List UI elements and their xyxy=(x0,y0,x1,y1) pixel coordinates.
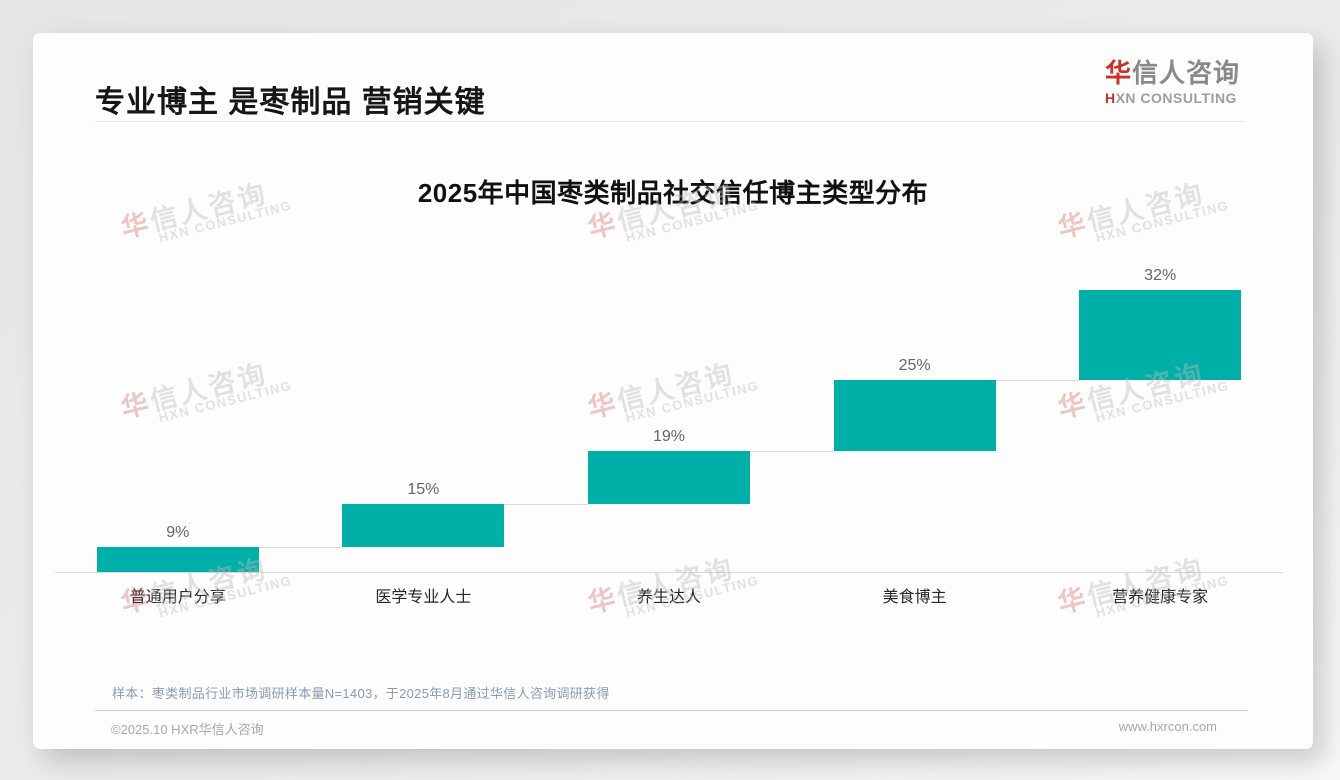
chart-bar-3 xyxy=(587,450,751,505)
step-connector xyxy=(750,450,834,452)
step-connector xyxy=(504,504,588,506)
category-label: 养生达人 xyxy=(636,589,702,606)
bar-value-label: 9% xyxy=(166,523,190,541)
chart-plot: 9% 15% 19% 25% 32% xyxy=(55,267,1283,573)
chart-bar-4 xyxy=(833,380,996,451)
copyright-text: ©2025.10 HXR华信人咨询 xyxy=(111,722,264,737)
footer-divider xyxy=(95,710,1248,711)
category-axis: 普通用户分享 医学专业人士 养生达人 美食博主 营养健康专家 xyxy=(55,583,1283,607)
brand-logo: 华信人咨询 HXN CONSULTING xyxy=(1105,57,1240,107)
step-connector xyxy=(995,380,1080,382)
bar-value-label: 25% xyxy=(898,357,931,375)
bar-value-label: 32% xyxy=(1144,267,1177,284)
bar-value-label: 19% xyxy=(652,427,686,445)
chart-baseline xyxy=(55,572,1283,573)
category-label: 美食博主 xyxy=(882,589,947,606)
chart-bar-2 xyxy=(342,504,505,547)
step-connector xyxy=(258,546,343,548)
category-label: 医学专业人士 xyxy=(375,589,472,606)
sample-note: 样本：枣类制品行业市场调研样本量N=1403，于2025年8月通过华信人咨询调研… xyxy=(112,686,610,701)
website-url: www.hxrcon.com xyxy=(1118,719,1217,734)
brand-logo-english: HXN CONSULTING xyxy=(1104,90,1237,106)
bar-value-label: 15% xyxy=(407,481,440,499)
category-label: 普通用户分享 xyxy=(129,589,226,606)
chart-bar-5 xyxy=(1079,290,1242,381)
report-slide: 华信人咨询 HXN CONSULTING 华信人咨询 HXN CONSULTING 华信… xyxy=(33,33,1313,749)
chart-title: 2025年中国枣类制品社交信任博主类型分布 xyxy=(417,178,929,208)
chart-bar-1 xyxy=(96,546,259,572)
category-label: 营养健康专家 xyxy=(1112,589,1209,606)
footer-bar: ©2025.10 HXR华信人咨询 www.hxrcon.com xyxy=(111,719,1217,738)
brand-logo-chinese: 华信人咨询 xyxy=(1104,58,1240,88)
page-title: 专业博主 是枣制品 营销关键 xyxy=(95,86,486,119)
header-divider xyxy=(95,121,1245,122)
